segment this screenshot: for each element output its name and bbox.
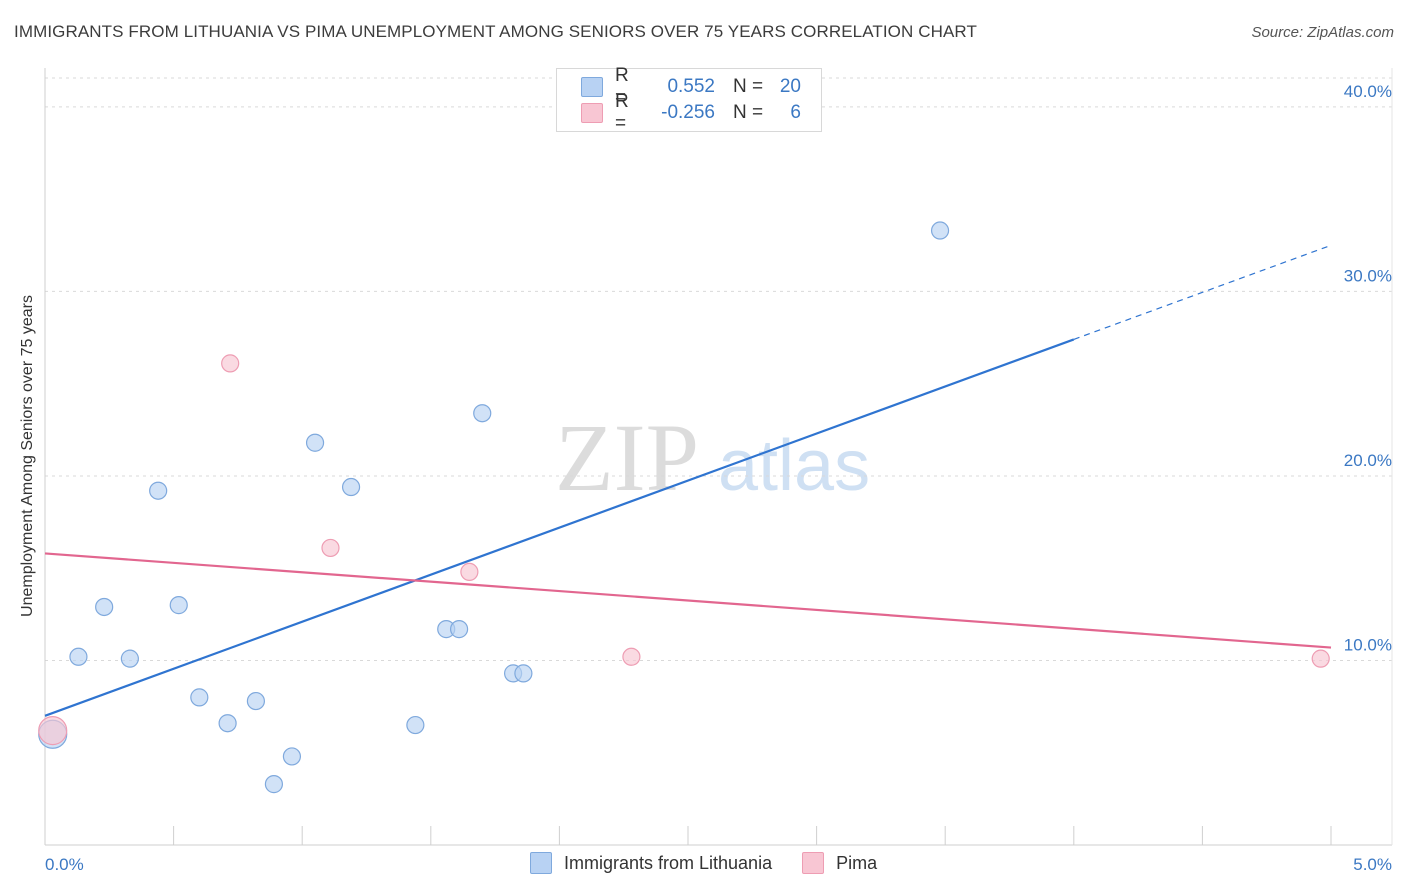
legend-swatch-lithuania <box>530 852 552 874</box>
point-lithuania <box>406 715 425 735</box>
legend-n-value: 6 <box>790 102 801 123</box>
point-pima <box>221 354 240 373</box>
x-tick-label: 5.0% <box>1353 855 1392 874</box>
point-lithuania <box>120 649 139 668</box>
point-lithuania <box>169 596 188 615</box>
y-tick-label: 40.0% <box>1344 82 1392 101</box>
legend-item-lithuania: Immigrants from Lithuania <box>530 852 772 874</box>
trend-lines <box>44 244 1332 717</box>
legend-n-label: N = <box>733 102 764 123</box>
point-pima <box>622 647 641 666</box>
point-lithuania <box>514 664 533 683</box>
point-lithuania <box>473 404 492 423</box>
legend-r-value: 0.552 <box>667 76 715 97</box>
point-lithuania <box>69 647 88 666</box>
legend-row-pima: R = -0.256 N = 6 <box>581 91 801 134</box>
point-lithuania <box>149 481 168 500</box>
watermark: ZIP atlas <box>555 404 870 511</box>
y-tick-label: 20.0% <box>1344 451 1392 470</box>
legend-row-lithuania: R = 0.552 N = 20 <box>581 65 801 108</box>
legend-n-value: 20 <box>779 76 801 97</box>
point-lithuania <box>341 477 361 497</box>
legend-label-pima: Pima <box>836 852 878 873</box>
watermark-atlas: atlas <box>718 426 870 506</box>
legend-swatch-lithuania <box>581 77 603 97</box>
point-lithuania <box>190 688 209 707</box>
data-points <box>38 221 1330 794</box>
legend-r-value: -0.256 <box>661 102 715 123</box>
legend-item-pima: Pima <box>802 852 877 874</box>
point-lithuania <box>246 691 266 711</box>
point-lithuania <box>282 747 302 766</box>
legend-swatch-pima <box>802 852 825 874</box>
legend-n-label: N = <box>733 76 764 97</box>
point-lithuania <box>305 433 325 452</box>
source-credit: Source: ZipAtlas.com <box>1251 24 1394 41</box>
point-pima <box>460 562 479 582</box>
trend-line-lithuania-extension <box>1073 244 1332 340</box>
x-tick-label: 0.0% <box>45 855 84 874</box>
watermark-zip: ZIP <box>555 404 699 511</box>
stats-legend: R = 0.552 N = 20 R = -0.256 N = 6 <box>556 65 822 134</box>
trend-line-pima <box>44 552 1332 649</box>
trend-line-lithuania <box>44 338 1075 717</box>
point-pima <box>321 538 340 558</box>
point-lithuania <box>218 714 237 733</box>
tick-labels: 10.0% 20.0% 30.0% 40.0% 0.0% 5.0% <box>45 82 1392 874</box>
point-lithuania <box>264 775 284 794</box>
legend-r-label: R = <box>615 91 629 134</box>
grid-lines <box>45 77 1392 661</box>
legend-swatch-pima <box>581 103 603 123</box>
point-lithuania <box>449 620 469 639</box>
point-pima <box>1311 649 1330 668</box>
series-legend: Immigrants from Lithuania Pima <box>530 852 907 874</box>
point-lithuania <box>930 221 950 240</box>
point-lithuania <box>95 597 114 617</box>
legend-r-label: R = <box>615 65 629 108</box>
legend-label-lithuania: Immigrants from Lithuania <box>564 852 773 873</box>
chart-title: IMMIGRANTS FROM LITHUANIA VS PIMA UNEMPL… <box>14 22 977 41</box>
point-pima <box>38 715 68 746</box>
y-tick-label: 10.0% <box>1344 635 1392 654</box>
y-tick-label: 30.0% <box>1344 266 1392 285</box>
